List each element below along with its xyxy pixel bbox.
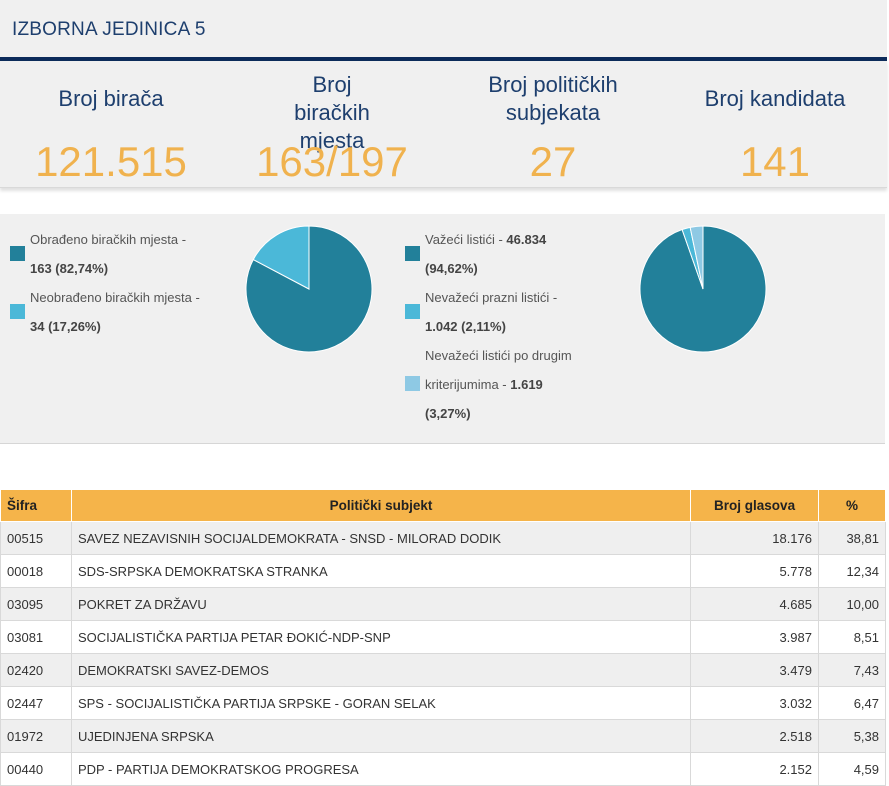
column-header-votes[interactable]: Broj glasova [690,489,819,522]
cell-code: 03095 [0,587,72,621]
stat-political-subjects: Broj političkih subjekata 27 [443,61,663,187]
table-header-row: Šifra Politički subjekt Broj glasova % [0,489,886,522]
constituency-header: IZBORNA JEDINICA 5 [0,0,887,61]
cell-subject: SOCIJALISTIČKA PARTIJA PETAR ĐOKIĆ-NDP-S… [70,620,692,654]
legend-value: 1.042 (2,11%) [425,319,506,334]
cell-votes: 4.685 [690,587,819,621]
stat-candidates: Broj kandidata 141 [665,61,885,187]
cell-code: 02447 [0,686,72,720]
column-header-percent[interactable]: % [818,489,886,522]
stat-label: Broj političkih subjekata [488,72,618,125]
legend-text: Važeći listići - [425,232,503,247]
results-table: Šifra Politički subjekt Broj glasova % 0… [0,489,886,786]
polling-stations-pie-chart [245,225,373,353]
cell-votes: 2.152 [690,752,819,786]
constituency-title: IZBORNA JEDINICA 5 [12,19,206,40]
cell-subject: SAVEZ NEZAVISNIH SOCIJALDEMOKRATA - SNSD… [70,521,692,555]
cell-percent: 4,59 [818,752,886,786]
legend-swatch-unprocessed [10,304,25,319]
stat-label: Broj biračkih mjesta [294,72,370,153]
cell-percent: 38,81 [818,521,886,555]
legend-text: Neobrađeno biračkih mjesta - [30,290,200,305]
table-row[interactable]: 00515 SAVEZ NEZAVISNIH SOCIJALDEMOKRATA -… [0,521,886,555]
column-header-code[interactable]: Šifra [0,489,72,522]
table-row[interactable]: 03095 POKRET ZA DRŽAVU 4.685 10,00 [0,587,886,621]
cell-percent: 10,00 [818,587,886,621]
table-row[interactable]: 01972 UJEDINJENA SRPSKA 2.518 5,38 [0,719,886,753]
cell-votes: 3.032 [690,686,819,720]
pie-slice-unprocessed[interactable] [252,225,310,290]
cell-percent: 7,43 [818,653,886,687]
legend-swatch-valid [405,246,420,261]
cell-subject: UJEDINJENA SRPSKA [70,719,692,753]
stat-voters: Broj birača 121.515 [1,61,221,187]
legend-text: Obrađeno biračkih mjesta - [30,232,187,247]
cell-votes: 5.778 [690,554,819,588]
pie-slice-invalid-other[interactable] [689,225,704,290]
cell-subject: SPS - SOCIJALISTIČKA PARTIJA SRPSKE - GO… [70,686,692,720]
stat-value: 141 [739,138,811,185]
legend-text: Nevažeći listići po drugim [425,348,572,363]
legend-text: Nevažeći prazni listići - [425,290,558,305]
table-row[interactable]: 02420 DEMOKRATSKI SAVEZ-DEMOS 3.479 7,43 [0,653,886,687]
cell-code: 03081 [0,620,72,654]
cell-code: 00440 [0,752,72,786]
stat-label: Broj kandidata [704,86,846,111]
legend-swatch-invalid-blank [405,304,420,319]
legend-value: 163 (82,74%) [30,261,109,276]
legend-processed: Obrađeno biračkih mjesta - 163 (82,74%) [30,225,186,283]
cell-code: 00018 [0,554,72,588]
cell-votes: 18.176 [690,521,819,555]
table-row[interactable]: 03081 SOCIJALISTIČKA PARTIJA PETAR ĐOKIĆ-… [0,620,886,654]
legend-value-inline: 1.619 [510,377,543,392]
stats-panel: Broj birača 121.515 Broj biračkih mjesta… [0,61,887,188]
table-row[interactable]: 00440 PDP - PARTIJA DEMOKRATSKOG PROGRESA… [0,752,886,786]
legend-swatch-invalid-other [405,376,420,391]
cell-percent: 12,34 [818,554,886,588]
cell-votes: 2.518 [690,719,819,753]
legend-value: (3,27%) [425,406,471,421]
cell-subject: PDP - PARTIJA DEMOKRATSKOG PROGRESA [70,752,692,786]
ballots-pie-chart [639,225,767,353]
legend-value: 34 (17,26%) [30,319,101,334]
legend-valid: Važeći listići - 46.834 (94,62%) [425,225,546,283]
legend-invalid-blank: Nevažeći prazni listići - 1.042 (2,11%) [425,283,557,341]
cell-subject: POKRET ZA DRŽAVU [70,587,692,621]
cell-code: 00515 [0,521,72,555]
legend-text: kriterijumima - [425,377,507,392]
stat-value: 27 [529,138,577,185]
legend-swatch-processed [10,246,25,261]
stat-value: 163/197 [256,138,408,185]
table-row[interactable]: 00018 SDS-SRPSKA DEMOKRATSKA STRANKA 5.778… [0,554,886,588]
cell-percent: 8,51 [818,620,886,654]
stat-value: 121.515 [35,138,187,185]
cell-percent: 5,38 [818,719,886,753]
legend-value-inline: 46.834 [506,232,547,247]
legend-value: (94,62%) [425,261,478,276]
cell-votes: 3.479 [690,653,819,687]
cell-code: 02420 [0,653,72,687]
legend-unprocessed: Neobrađeno biračkih mjesta - 34 (17,26%) [30,283,200,341]
legend-invalid-other: Nevažeći listići po drugim kriterijumima… [425,341,572,428]
pie-panel: Obrađeno biračkih mjesta - 163 (82,74%) … [0,214,885,444]
cell-percent: 6,47 [818,686,886,720]
column-header-subject[interactable]: Politički subjekt [70,489,692,522]
stat-label: Broj birača [58,86,164,111]
table-row[interactable]: 02447 SPS - SOCIJALISTIČKA PARTIJA SRPSKE… [0,686,886,720]
cell-subject: SDS-SRPSKA DEMOKRATSKA STRANKA [70,554,692,588]
cell-votes: 3.987 [690,620,819,654]
stat-polling-stations: Broj biračkih mjesta 163/197 [222,61,442,187]
cell-subject: DEMOKRATSKI SAVEZ-DEMOS [70,653,692,687]
cell-code: 01972 [0,719,72,753]
